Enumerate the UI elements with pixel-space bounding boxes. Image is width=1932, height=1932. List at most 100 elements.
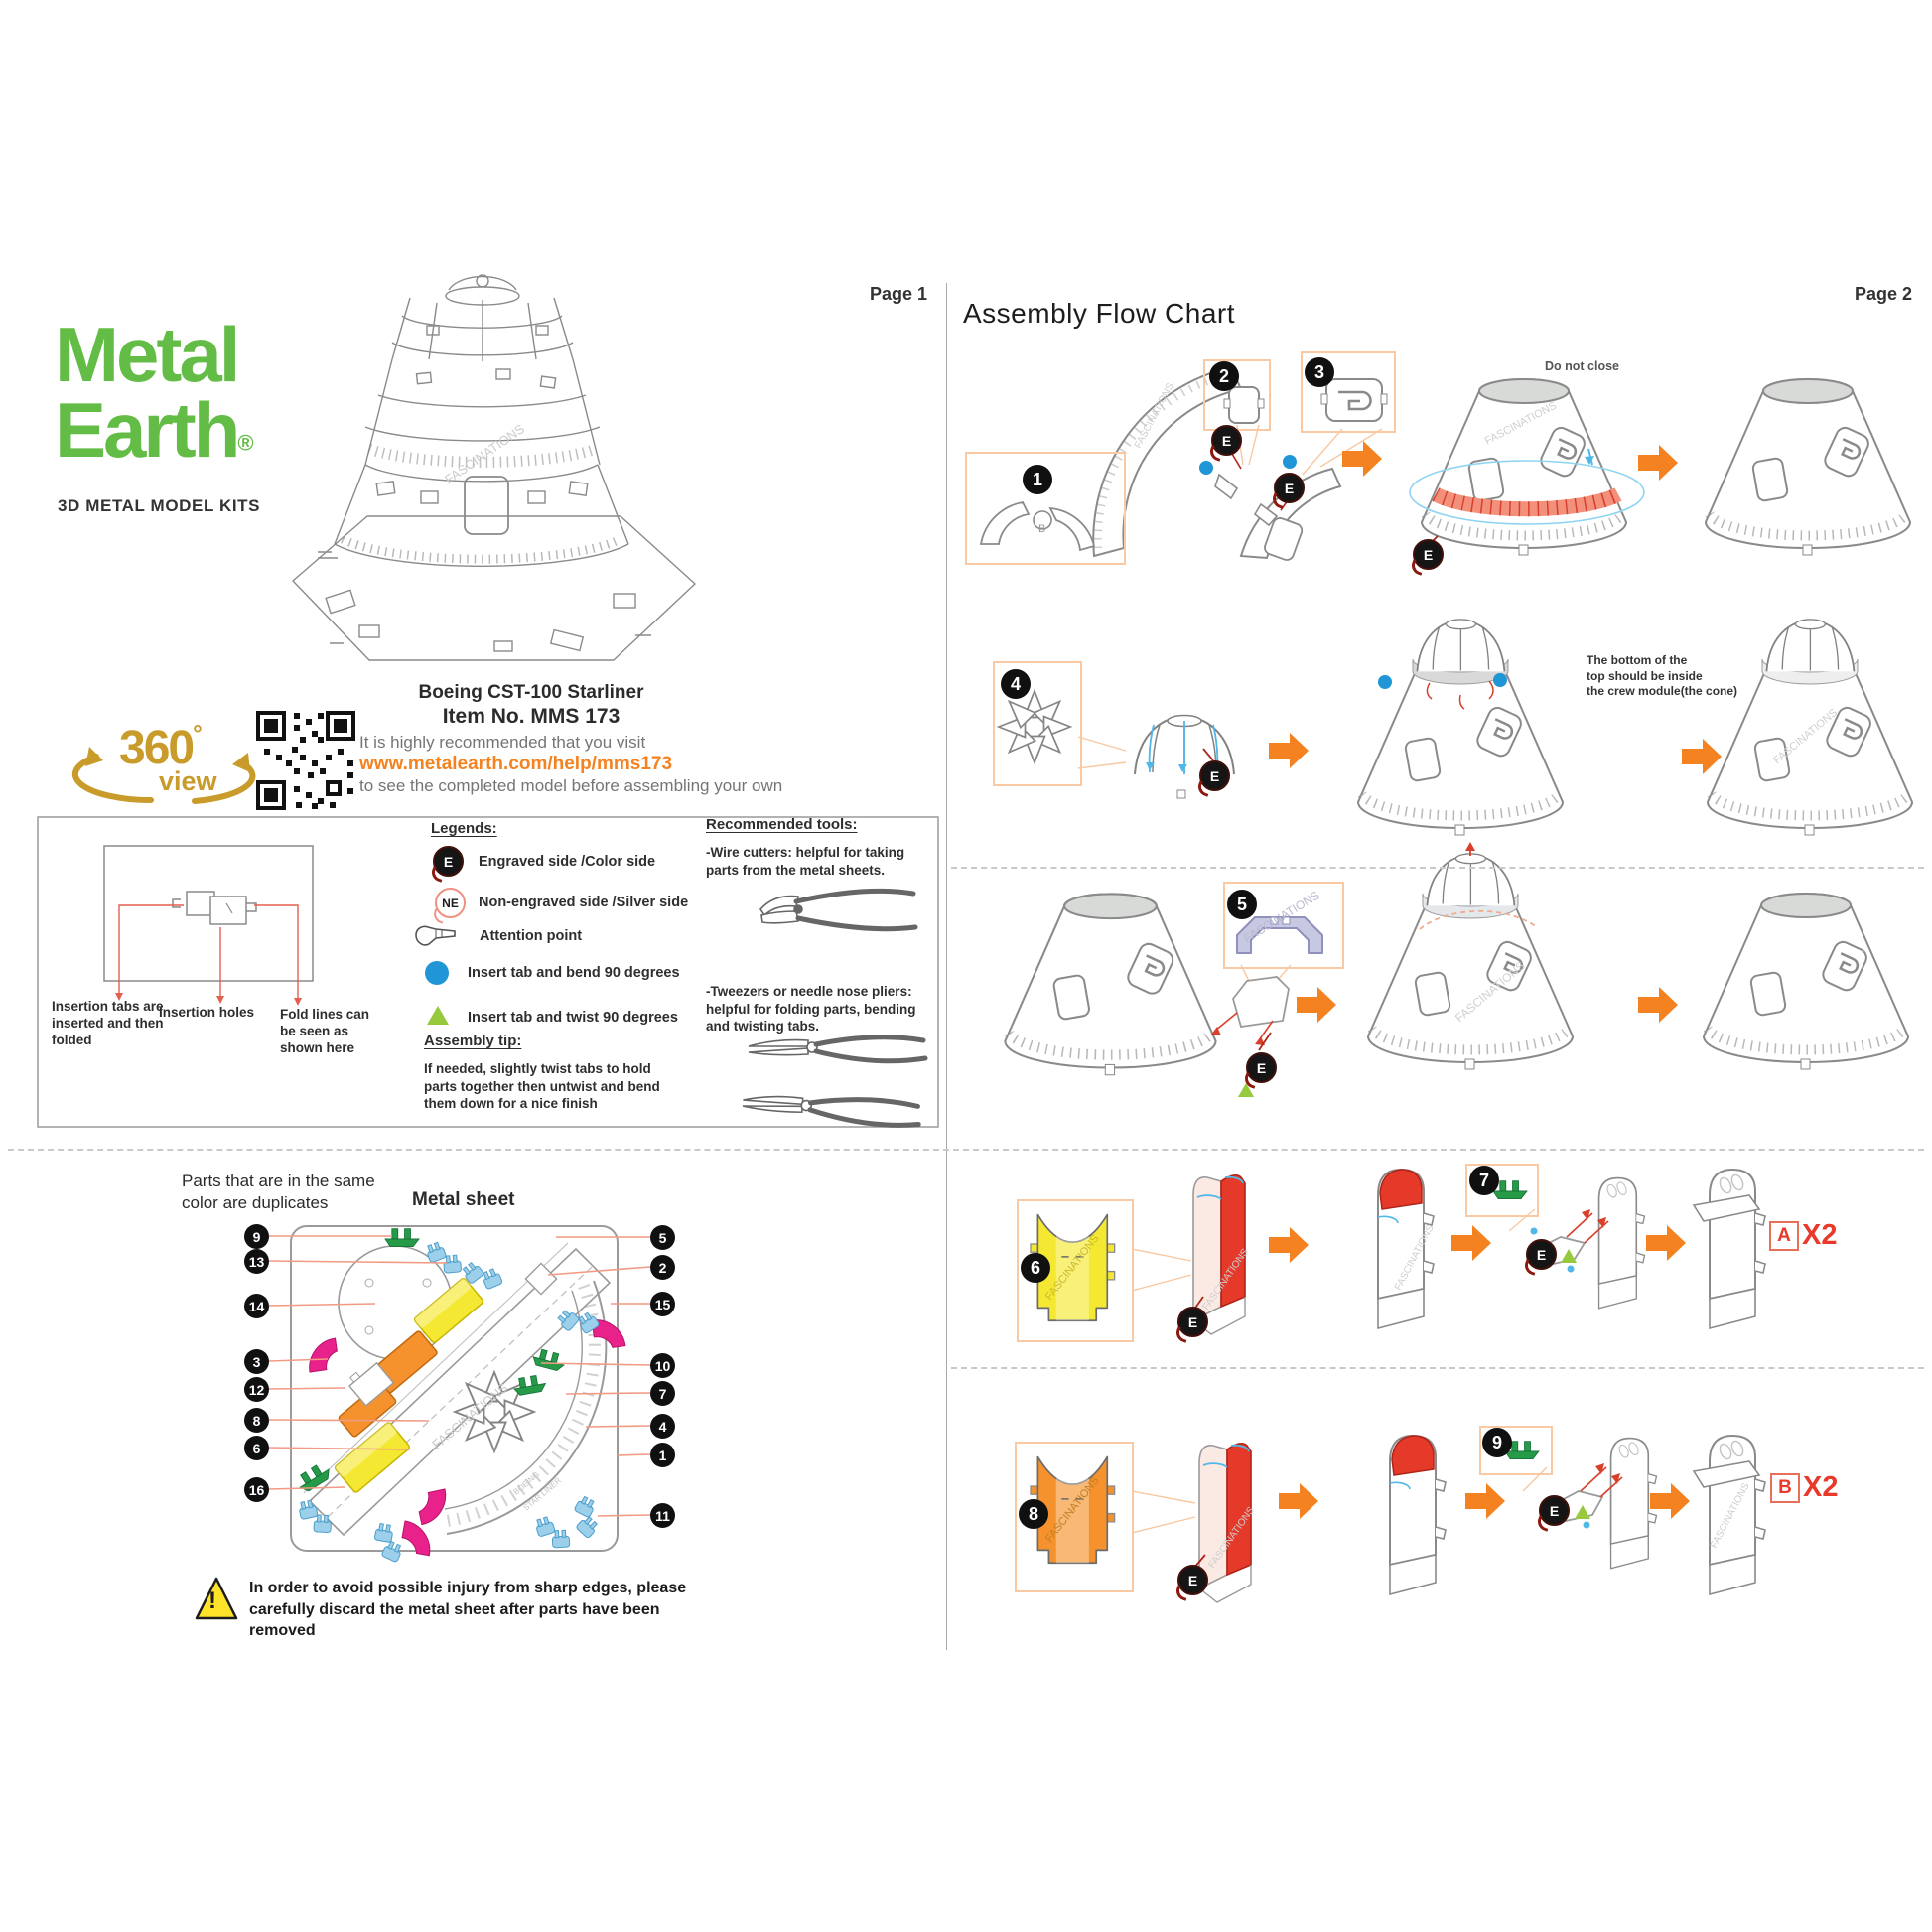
engraved-marker: E — [1246, 1052, 1277, 1083]
tools-title: Recommended tools: — [706, 816, 858, 833]
brand-tagline: 3D METAL MODEL KITS — [58, 496, 261, 515]
sheet-number: 11 — [650, 1503, 675, 1528]
sheet-number: 3 — [244, 1349, 269, 1374]
result-a-mult: X2 — [1802, 1219, 1838, 1251]
sheet-number: 15 — [650, 1292, 675, 1316]
sheet-note-line2: color are duplicates — [182, 1193, 329, 1212]
sheet-number: 5 — [650, 1225, 675, 1250]
dome-note-line2: top should be inside — [1587, 668, 1703, 683]
engraved-marker: E — [1413, 539, 1444, 570]
result-b-mult: X2 — [1803, 1471, 1839, 1503]
legends-box-border — [37, 816, 939, 1128]
insertion-holes-label: Insertion holes — [159, 1005, 255, 1020]
insertion-diagram-art — [103, 845, 314, 1006]
bend-dot-icon — [425, 961, 449, 985]
step-badge-9: 9 — [1482, 1428, 1512, 1457]
bend-dot-icon — [1493, 673, 1507, 687]
step-box-6 — [1017, 1199, 1134, 1342]
engraved-badge: E — [433, 846, 464, 877]
engraved-marker: E — [1177, 1307, 1208, 1337]
step-badge-5: 5 — [1227, 890, 1257, 919]
metal-sheet-title: Metal sheet — [412, 1189, 515, 1210]
result-b-box: B — [1770, 1473, 1800, 1503]
view360-number: 360° — [119, 721, 203, 774]
step-badge-8: 8 — [1019, 1499, 1048, 1529]
sheet-number: 12 — [244, 1377, 269, 1402]
brand-earth: Earth — [55, 386, 240, 474]
bend-dot-icon — [1199, 461, 1213, 475]
bend-dot-icon — [1378, 675, 1392, 689]
step-box-4 — [993, 661, 1082, 786]
fold-lines-label: Fold lines can be seen as shown here — [280, 1007, 370, 1055]
sheet-number: 4 — [650, 1414, 675, 1439]
engraved-marker: E — [1526, 1239, 1557, 1270]
brand-logo-line2: Earth® — [55, 391, 254, 469]
twist-triangle-icon — [1238, 1083, 1254, 1097]
attention-label: Attention point — [480, 928, 583, 944]
step-box-7 — [1465, 1164, 1539, 1217]
flow-chart-title: Assembly Flow Chart — [963, 298, 1236, 329]
step-box-5 — [1223, 882, 1344, 969]
flow-row1-art: FASCINATIONS B FASCINATIONS — [979, 365, 1910, 561]
twist-label: Insert tab and twist 90 degrees — [468, 1010, 678, 1026]
sheet-number: 7 — [650, 1381, 675, 1406]
sheet-number: 6 — [244, 1436, 269, 1460]
tweezers-text: -Tweezers or needle nose pliers: helpful… — [706, 984, 916, 1035]
twist-triangle-icon — [1561, 1249, 1577, 1263]
flow-divider-row4-5 — [951, 1367, 1924, 1369]
flow-row4-art: FASCINATIONS FASCINATIONS FASCINATIONS — [1030, 1169, 1766, 1335]
flow-divider-row2-3 — [951, 867, 1924, 869]
twist-triangle-icon — [427, 1006, 449, 1025]
step-badge-1: 1 — [1023, 465, 1052, 494]
sheet-number: 8 — [244, 1408, 269, 1433]
flow-row5-art: FASCINATIONS FASCINATIONS FASCINATIONS — [1030, 1435, 1766, 1603]
engraved-label: Engraved side /Color side — [479, 854, 656, 870]
etch-b: B — [1038, 523, 1045, 535]
engraved-marker: E — [1199, 760, 1230, 791]
warning-triangle — [195, 1577, 238, 1620]
sheet-number: 9 — [244, 1224, 269, 1249]
item-number: Item No. MMS 173 — [442, 705, 621, 728]
warning-exclamation: ! — [208, 1587, 216, 1614]
step-badge-3: 3 — [1305, 357, 1334, 387]
do-not-close-note: Do not close — [1545, 359, 1620, 373]
sheet-number: 1 — [650, 1443, 675, 1467]
qr-code — [256, 711, 355, 810]
metal-sheet-art: FASCINATIONS BOEING STAR LINER — [268, 1225, 651, 1565]
warning-text: In order to avoid possible injury from s… — [249, 1580, 687, 1640]
engraved-marker: E — [1177, 1565, 1208, 1595]
step-box-9 — [1479, 1426, 1553, 1475]
step-badge-4: 4 — [1001, 669, 1031, 699]
engraved-marker: E — [1274, 473, 1305, 503]
step-badge-6: 6 — [1021, 1253, 1050, 1283]
flow-row2-art: FASCINATIONS — [998, 619, 1912, 835]
step-box-1 — [965, 452, 1126, 565]
sheet-number: 13 — [244, 1249, 269, 1274]
wire-cutters-text: -Wire cutters: helpful for taking parts … — [706, 845, 905, 878]
legends-title: Legends: — [431, 820, 497, 837]
visit-note-line1: It is highly recommended that you visit — [359, 733, 646, 752]
bend-dot-icon — [1283, 455, 1297, 469]
section-divider-dashed — [8, 1149, 1924, 1151]
twist-triangle-icon — [1575, 1505, 1590, 1519]
visit-note-line2: to see the completed model before assemb… — [359, 776, 783, 795]
assembly-tip-title: Assembly tip: — [424, 1033, 522, 1049]
page2-label: Page 2 — [1855, 284, 1913, 304]
engraved-marker: E — [1539, 1495, 1570, 1526]
bend-label: Insert tab and bend 90 degrees — [468, 965, 680, 981]
brand-logo-line1: Metal — [55, 311, 240, 398]
insertion-tabs-label: Insertion tabs are inserted and then fol… — [52, 999, 164, 1047]
assembly-tip-text: If needed, slightly twist tabs to hold p… — [424, 1061, 660, 1112]
capsule-model-drawing — [292, 274, 696, 661]
sheet-number: 2 — [650, 1255, 675, 1280]
product-name: Boeing CST-100 Starliner — [418, 682, 644, 703]
page-divider — [946, 283, 947, 1650]
sheet-number: 16 — [244, 1477, 269, 1502]
dome-note-line3: the crew module(the cone) — [1587, 684, 1738, 699]
step-box-8 — [1015, 1442, 1134, 1592]
flow-row3-art: FASCINATIONS FASCINATIONS — [1005, 842, 1908, 1075]
dome-note-line1: The bottom of the — [1587, 653, 1688, 667]
sheet-number: 10 — [650, 1353, 675, 1378]
